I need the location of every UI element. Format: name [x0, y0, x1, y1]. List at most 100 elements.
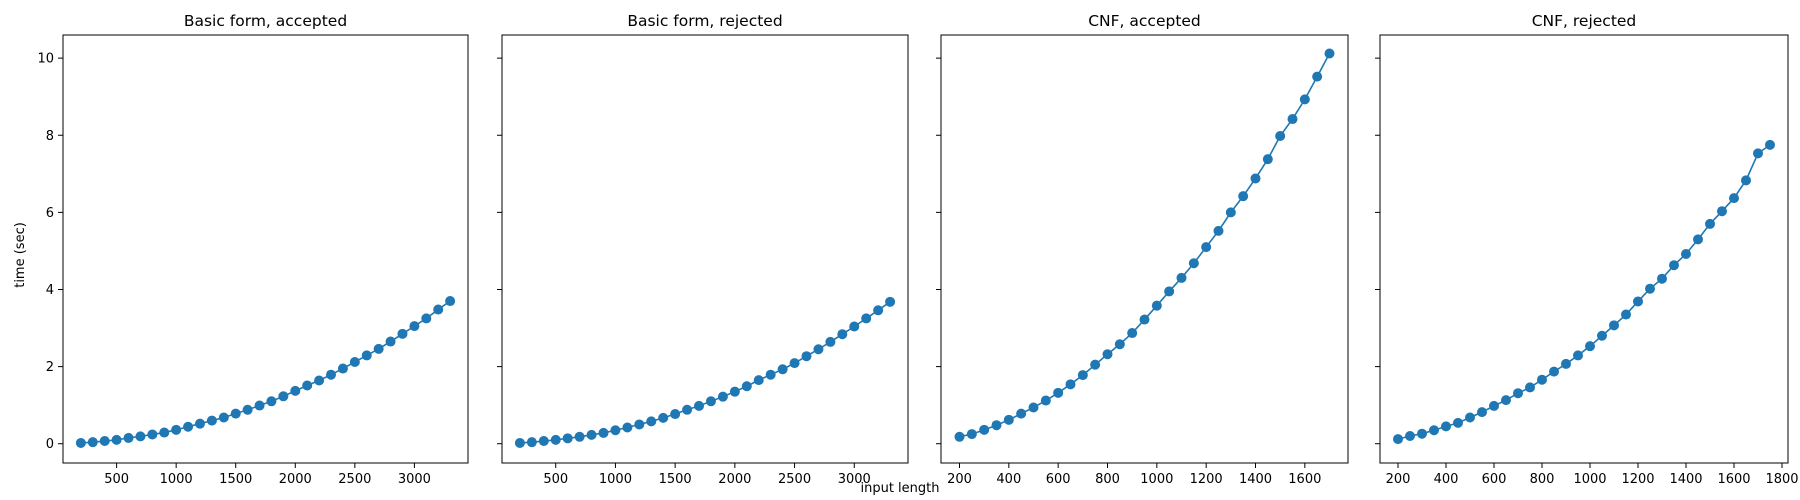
data-point: [1513, 388, 1523, 399]
data-point: [634, 419, 645, 430]
data-point: [242, 404, 253, 415]
data-point: [254, 400, 265, 411]
data-point: [1213, 225, 1224, 236]
data-point: [1312, 71, 1323, 82]
panel-title: CNF, rejected: [1532, 12, 1637, 30]
data-point: [1477, 407, 1487, 418]
data-point: [373, 343, 384, 354]
data-point: [1705, 218, 1715, 229]
data-point: [135, 431, 146, 442]
data-point: [873, 305, 884, 316]
data-point: [218, 412, 229, 423]
data-point: [670, 409, 681, 420]
data-point: [705, 396, 716, 407]
data-point: [1003, 414, 1014, 425]
data-point: [230, 408, 241, 419]
x-tick-label: 3000: [398, 472, 431, 487]
data-point: [1299, 94, 1310, 105]
data-point: [1573, 350, 1583, 361]
x-tick-label: 3000: [838, 472, 871, 487]
data-point: [445, 296, 456, 307]
data-point: [1201, 242, 1212, 253]
x-tick-label: 800: [1095, 472, 1120, 487]
data-point: [1151, 300, 1162, 311]
data-point: [171, 424, 182, 435]
x-tick-label: 1000: [1140, 472, 1173, 487]
data-point: [421, 313, 432, 324]
x-tick-label: 1500: [659, 472, 692, 487]
data-point: [753, 375, 764, 386]
x-tick-label: 1400: [1239, 472, 1272, 487]
data-point: [966, 429, 977, 440]
data-point: [1250, 173, 1261, 184]
data-point: [337, 363, 348, 374]
data-point: [813, 344, 824, 355]
x-tick-label: 600: [1482, 472, 1507, 487]
y-tick-label: 0: [46, 437, 54, 452]
data-point: [1188, 258, 1199, 269]
data-point: [433, 304, 444, 315]
data-point: [194, 418, 205, 429]
data-point: [861, 313, 872, 324]
x-tick-label: 800: [1530, 472, 1555, 487]
data-point: [717, 391, 728, 402]
x-tick-label: 1200: [1621, 472, 1654, 487]
data-point: [1139, 314, 1150, 325]
data-point: [1441, 421, 1451, 432]
data-point: [1645, 283, 1655, 294]
data-point: [598, 427, 609, 438]
x-tick-label: 1800: [1765, 472, 1798, 487]
data-point: [1501, 395, 1511, 406]
data-point: [1393, 434, 1403, 445]
data-point: [789, 358, 800, 369]
panel-cnf-rejected: CNF, rejected 200 400 600 800 1000 1200 1400 16…: [1375, 12, 1799, 487]
data-point: [1525, 382, 1535, 393]
x-tick-label: 2500: [778, 472, 811, 487]
data-point: [1489, 400, 1499, 411]
data-point: [123, 432, 134, 443]
x-tick-label: 1000: [160, 472, 193, 487]
x-tick-label: 400: [1434, 472, 1459, 487]
y-tick-label: 6: [46, 206, 54, 221]
data-point: [111, 434, 122, 445]
data-point: [1324, 48, 1335, 59]
data-point: [1609, 320, 1619, 331]
panel-cnf-accepted: CNF, accepted 200 400 600 800 1000 1200 1400 16…: [936, 12, 1349, 487]
data-point: [1287, 114, 1298, 125]
data-point: [1465, 412, 1475, 423]
data-point: [1621, 309, 1631, 320]
data-point: [765, 369, 776, 380]
data-point: [1429, 425, 1439, 436]
data-point: [266, 396, 277, 407]
data-point: [290, 385, 301, 396]
data-point: [1657, 273, 1667, 284]
y-axis-label-group: time (sec): [13, 222, 28, 288]
data-point: [550, 434, 561, 445]
data-point: [1597, 330, 1607, 341]
panel-basic-accepted: Basic form, accepted 500 1000 1500 2000 2500…: [37, 12, 469, 487]
data-point: [777, 364, 788, 375]
data-point: [741, 381, 752, 392]
data-point: [1102, 349, 1113, 360]
panel-title: Basic form, rejected: [627, 12, 782, 30]
data-point: [1028, 402, 1039, 413]
data-point: [1453, 417, 1463, 428]
panel-title: CNF, accepted: [1088, 12, 1201, 30]
data-point: [979, 424, 990, 435]
data-point: [1561, 358, 1571, 369]
data-point: [159, 427, 170, 438]
data-point: [1127, 328, 1138, 339]
data-point: [646, 416, 657, 427]
data-point: [1225, 207, 1236, 218]
data-point: [1729, 193, 1739, 204]
data-point: [622, 422, 633, 433]
axes-frame: [62, 34, 469, 464]
data-point: [729, 386, 740, 397]
data-point: [1717, 206, 1727, 217]
x-tick-label: 2500: [338, 472, 371, 487]
data-point: [538, 436, 549, 447]
x-tick-label: 1600: [1717, 472, 1750, 487]
data-point: [885, 296, 896, 307]
